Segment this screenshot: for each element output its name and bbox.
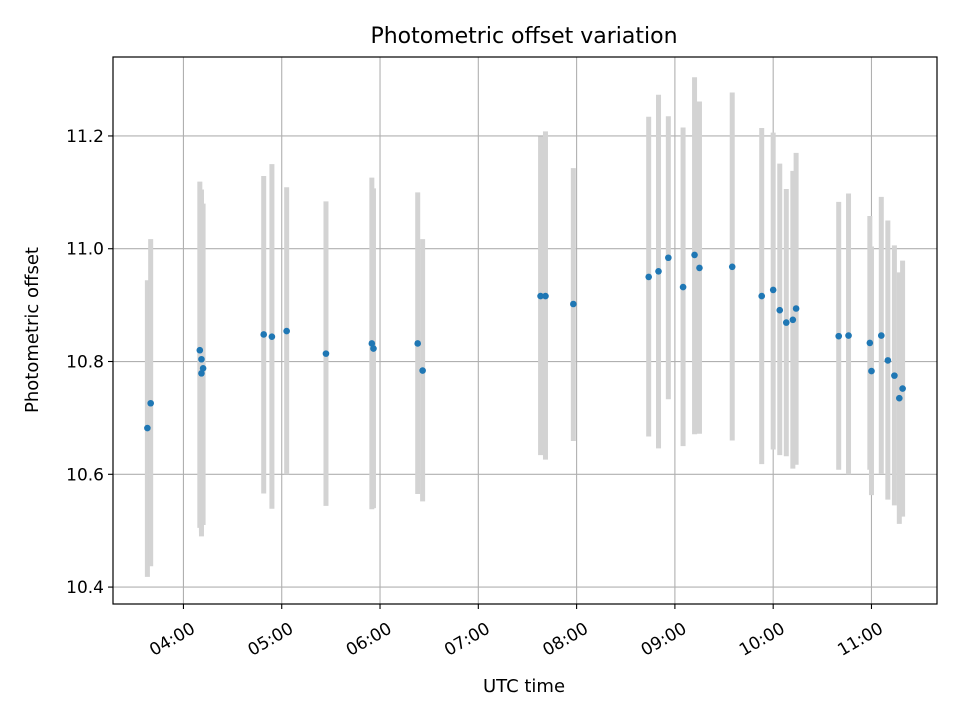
data-point [679, 283, 687, 291]
data-point [542, 292, 549, 300]
data-point [419, 367, 426, 374]
data-point [696, 264, 703, 272]
data-point [147, 399, 154, 407]
y-axis-label: Photometric offset [22, 247, 43, 413]
data-point [899, 385, 906, 392]
data-point [537, 292, 544, 300]
y-tick-label: 10.6 [66, 465, 104, 485]
data-point [196, 346, 204, 354]
data-points [144, 251, 906, 432]
data-point [884, 357, 892, 364]
x-axis-label: UTC time [483, 676, 565, 697]
data-point [283, 327, 290, 335]
data-point [758, 292, 766, 300]
data-point [368, 340, 376, 347]
data-point [866, 339, 874, 347]
data-point [645, 273, 652, 281]
data-point [789, 316, 797, 324]
data-point [891, 372, 898, 379]
data-point [776, 306, 784, 314]
y-tick-label: 11.0 [66, 240, 104, 260]
y-tick-label: 11.2 [66, 127, 104, 147]
y-axis-ticks: 10.4 10.6 10.8 11.0 11.2 [66, 127, 113, 598]
data-point [868, 367, 875, 375]
chart-title: Photometric offset variation [370, 24, 677, 49]
y-tick-label: 10.4 [66, 578, 104, 598]
data-point [144, 424, 151, 432]
data-point [728, 263, 736, 271]
data-point [570, 300, 577, 308]
y-tick-label: 10.8 [66, 353, 104, 373]
data-point [896, 394, 903, 402]
data-point [792, 305, 800, 312]
data-point [691, 251, 698, 259]
data-point [414, 340, 421, 347]
data-point [260, 331, 268, 338]
data-point [268, 333, 276, 341]
data-point [198, 355, 205, 363]
data-point [835, 332, 843, 340]
data-point [845, 332, 852, 339]
data-point [322, 350, 330, 357]
data-point [878, 332, 885, 339]
data-point [769, 286, 777, 294]
data-point [665, 254, 672, 262]
data-point [199, 364, 207, 372]
data-point [655, 267, 662, 275]
data-point [782, 319, 790, 326]
data-point [198, 370, 205, 377]
data-point [370, 345, 377, 352]
plot-area-frame [112, 56, 938, 605]
grid-lines [113, 57, 937, 604]
